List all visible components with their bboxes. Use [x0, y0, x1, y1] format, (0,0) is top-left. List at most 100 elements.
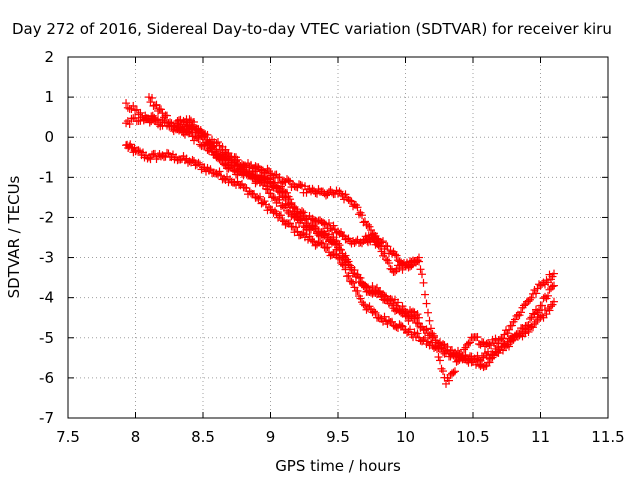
data-point	[200, 132, 209, 141]
data-point	[374, 241, 383, 250]
data-point	[499, 334, 507, 343]
data-point	[212, 149, 221, 158]
data-point	[230, 166, 239, 175]
x-tick-label: 7.5	[56, 428, 80, 446]
x-tick-label: 11	[531, 428, 550, 446]
data-point	[488, 353, 497, 362]
data-point	[409, 307, 417, 316]
data-point	[473, 332, 482, 341]
data-point	[323, 243, 332, 252]
data-point	[425, 316, 434, 325]
data-point	[341, 251, 350, 260]
data-point	[353, 203, 362, 212]
data-point	[370, 307, 378, 316]
data-point	[527, 293, 536, 302]
data-point	[123, 103, 132, 112]
data-point	[190, 117, 198, 126]
data-point	[349, 279, 357, 288]
data-point	[275, 173, 284, 182]
data-point	[322, 243, 330, 252]
data-point	[413, 318, 422, 327]
data-point	[262, 184, 270, 193]
data-point	[325, 219, 333, 228]
data-point	[331, 239, 339, 248]
data-points	[122, 93, 558, 388]
data-point	[550, 297, 558, 306]
data-point	[152, 100, 161, 109]
data-point	[319, 239, 327, 248]
data-point	[436, 356, 444, 365]
data-point	[505, 325, 513, 334]
data-point	[278, 216, 287, 225]
data-point	[361, 283, 369, 292]
data-point	[269, 192, 278, 201]
data-point	[256, 192, 264, 201]
data-point	[260, 197, 269, 206]
data-point	[292, 223, 300, 232]
data-point	[335, 245, 344, 254]
data-point	[365, 222, 374, 231]
data-point	[421, 290, 429, 299]
y-tick-label: 0	[44, 128, 54, 146]
data-point	[464, 339, 473, 348]
chart-title: Day 272 of 2016, Sidereal Day-to-day VTE…	[12, 20, 612, 38]
data-point	[199, 133, 207, 142]
data-point	[533, 308, 542, 317]
data-point	[371, 308, 380, 317]
data-point	[185, 115, 194, 124]
x-tick-label: 9.5	[326, 428, 350, 446]
data-point	[416, 265, 425, 274]
data-point	[308, 237, 317, 246]
data-point	[524, 327, 533, 336]
data-point	[412, 258, 420, 267]
data-point	[271, 181, 279, 190]
data-point	[547, 302, 555, 311]
data-point	[134, 146, 143, 155]
data-point	[383, 242, 392, 251]
data-point	[418, 270, 426, 279]
data-point	[434, 353, 443, 362]
data-point	[394, 298, 402, 307]
data-point	[122, 99, 131, 108]
data-point	[422, 299, 431, 308]
data-point	[296, 180, 305, 189]
data-point	[340, 253, 348, 262]
data-point	[517, 308, 525, 317]
x-tick-label: 11.5	[591, 428, 624, 446]
data-point	[397, 321, 405, 330]
data-point	[281, 193, 290, 202]
data-point	[439, 340, 447, 349]
data-point	[245, 169, 254, 178]
data-point	[419, 335, 428, 344]
data-point	[386, 294, 395, 303]
data-point	[511, 315, 519, 324]
data-point	[422, 325, 431, 334]
data-point	[356, 294, 365, 303]
data-point	[391, 267, 399, 276]
y-tick-label: 2	[44, 48, 54, 66]
data-point	[526, 295, 534, 304]
data-point	[254, 194, 263, 203]
data-point	[385, 259, 393, 268]
data-point	[376, 242, 384, 251]
data-point	[346, 196, 354, 205]
data-point	[458, 351, 467, 360]
data-point	[265, 175, 273, 184]
data-point	[415, 313, 423, 322]
data-point	[311, 224, 320, 233]
data-point	[125, 120, 134, 129]
data-point	[530, 320, 539, 329]
data-point	[544, 291, 552, 300]
data-point	[445, 376, 453, 385]
data-point	[413, 329, 422, 338]
x-tick-label: 10	[396, 428, 415, 446]
y-tick-label: 1	[44, 88, 54, 106]
data-point	[299, 208, 308, 217]
data-point	[358, 211, 366, 220]
data-point	[364, 220, 372, 229]
data-point	[223, 150, 231, 159]
data-point	[151, 101, 159, 110]
data-point	[148, 93, 156, 102]
data-point	[269, 179, 278, 188]
